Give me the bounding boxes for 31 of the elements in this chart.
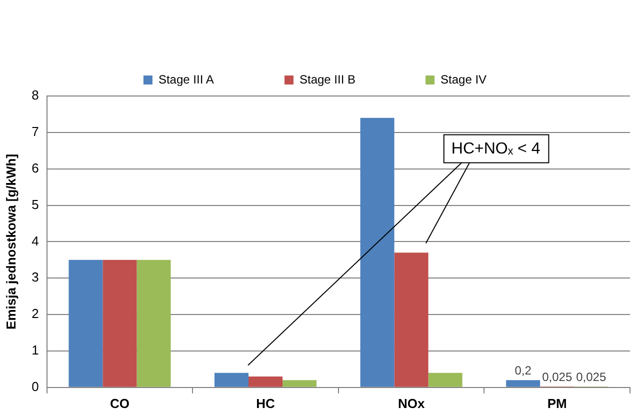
bar xyxy=(68,260,103,387)
legend-label: Stage III A xyxy=(158,72,214,86)
annotation: HC+NOₓ < 4 xyxy=(451,140,540,158)
data-label: 0,025 xyxy=(542,370,572,384)
x-tick-label: HC xyxy=(256,396,276,411)
y-tick-label: 3 xyxy=(32,270,39,285)
y-axis-title: Emisja jednostkowa [g/kWh] xyxy=(3,154,18,330)
y-tick-label: 6 xyxy=(32,160,39,176)
y-tick-label: 8 xyxy=(32,88,39,103)
data-label: 0,2 xyxy=(514,363,532,378)
bar xyxy=(506,380,540,387)
data-label: 0,025 xyxy=(576,370,606,384)
x-tick-label: PM xyxy=(547,396,567,411)
bar xyxy=(282,380,317,387)
x-tick-label: CO xyxy=(110,396,130,411)
bar xyxy=(248,376,283,387)
legend-label: Stage III B xyxy=(299,72,356,86)
y-tick-label: 4 xyxy=(32,233,39,248)
y-tick-label: 1 xyxy=(32,342,39,358)
legend-label: Stage IV xyxy=(440,72,487,86)
bar xyxy=(394,252,428,387)
bar xyxy=(214,372,249,387)
y-tick-label: 5 xyxy=(32,196,39,212)
y-tick-label: 2 xyxy=(32,306,39,322)
y-tick-label: 7 xyxy=(32,124,39,140)
bar xyxy=(360,118,394,387)
bar xyxy=(428,372,462,387)
bar xyxy=(102,260,137,387)
bar xyxy=(136,260,171,387)
y-tick-label: 0 xyxy=(32,378,39,394)
x-tick-label: NOx xyxy=(398,396,426,411)
